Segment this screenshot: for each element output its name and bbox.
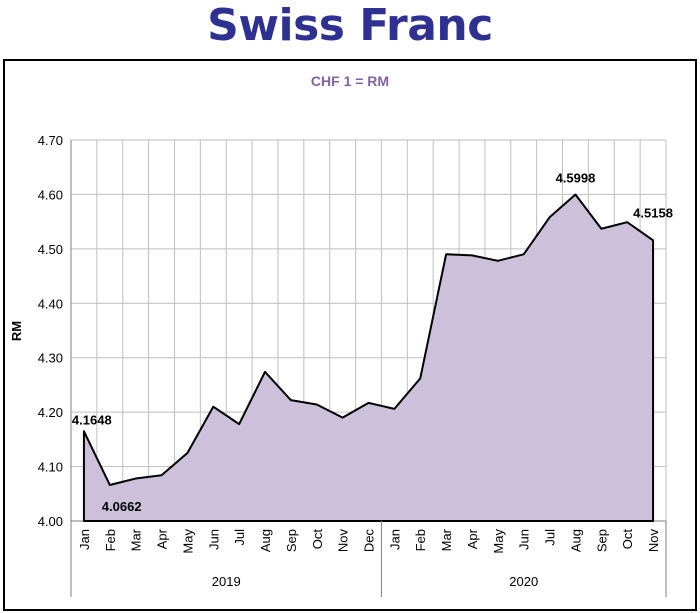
x-axis-groups: 2019 2020	[70, 521, 667, 597]
x-tick-label: Jan	[387, 529, 402, 550]
y-tick-label: 4.00	[38, 514, 63, 529]
x-tick-label: Dec	[362, 529, 377, 553]
x-tick-label: Apr	[155, 528, 170, 549]
data-label: 4.1648	[72, 412, 112, 427]
x-tick-label: Nov	[336, 529, 351, 553]
page-title: Swiss Franc	[207, 0, 493, 51]
x-tick-label: Nov	[646, 529, 661, 553]
x-axis-ticks: Jan Feb Mar Apr May Jun Jul Aug Sep Oct Nov Dec Jan F…	[77, 528, 661, 553]
x-tick-label: Jun	[206, 529, 221, 550]
x-tick-label: Aug	[568, 529, 583, 552]
y-tick-label: 4.40	[38, 296, 63, 311]
data-label: 4.5158	[633, 205, 673, 220]
x-tick-label: May	[180, 529, 195, 554]
y-tick-label: 4.10	[38, 460, 63, 475]
x-tick-label: Feb	[103, 529, 118, 551]
x-tick-label: Mar	[129, 528, 144, 551]
x-tick-label: May	[491, 529, 506, 554]
x-tick-label: Jul	[543, 529, 558, 546]
x-tick-label: Oct	[310, 529, 325, 550]
y-tick-label: 4.20	[38, 405, 63, 420]
x-tick-label: Oct	[620, 529, 635, 550]
data-label: 4.0662	[102, 499, 142, 514]
x-tick-label: Jan	[77, 529, 92, 550]
x-tick-label: Sep	[284, 529, 299, 552]
y-tick-label: 4.30	[38, 351, 63, 366]
x-tick-label: Jun	[517, 529, 532, 550]
y-tick-label: 4.50	[38, 242, 63, 257]
data-labels: 4.1648 4.0662 4.5998 4.5158	[72, 171, 673, 514]
y-tick-label: 4.70	[38, 133, 63, 148]
y-tick-label: 4.60	[38, 187, 63, 202]
x-tick-label: Mar	[439, 528, 454, 551]
chart-subtitle: CHF 1 = RM	[311, 73, 389, 89]
x-tick-label: Apr	[465, 528, 480, 549]
group-label: 2019	[212, 574, 241, 589]
series-area	[82, 193, 655, 522]
y-axis-ticks: 4.00 4.10 4.20 4.30 4.40 4.50 4.60 4.70	[38, 133, 63, 529]
x-tick-label: Feb	[413, 529, 428, 551]
group-label: 2020	[509, 574, 538, 589]
x-tick-label: Jul	[232, 529, 247, 546]
series-line	[82, 193, 655, 522]
area-fill	[83, 194, 654, 522]
x-tick-label: Sep	[594, 529, 609, 552]
x-tick-label: Aug	[258, 529, 273, 552]
data-label: 4.5998	[556, 171, 596, 186]
y-axis-label: RM	[9, 321, 24, 341]
